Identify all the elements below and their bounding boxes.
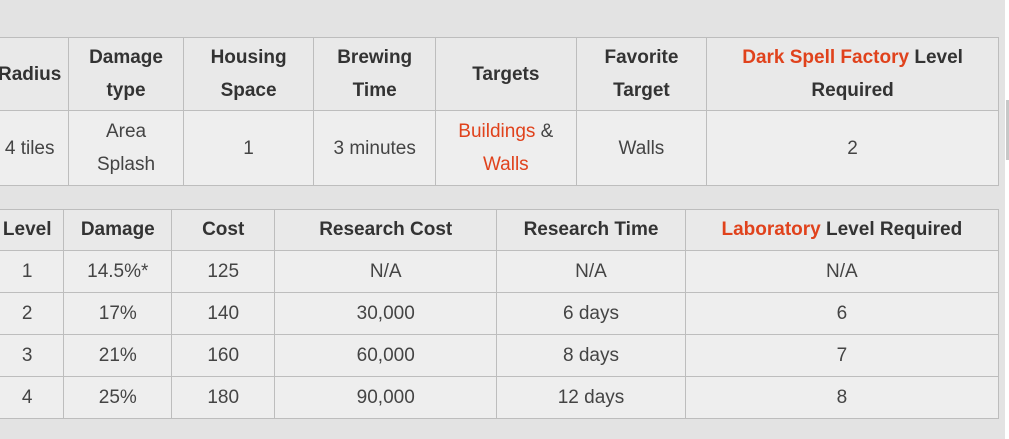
- level-stats-header-row: Level Damage Cost Research Cost Research…: [0, 209, 1000, 251]
- cell-damage: 21%: [63, 334, 173, 377]
- header-level: Level: [0, 209, 65, 251]
- cell-lab-level: 7: [684, 334, 1000, 377]
- buildings-link[interactable]: Buildings: [458, 121, 536, 142]
- scrollbar-thumb[interactable]: [1006, 100, 1009, 160]
- cell-level: 2: [0, 292, 65, 335]
- cell-lab-level: N/A: [684, 250, 1000, 293]
- cell-damage: 25%: [63, 376, 173, 419]
- cell-research-time: N/A: [496, 250, 686, 293]
- table-row: 1 14.5%* 125 N/A N/A N/A: [0, 250, 1000, 293]
- cell-research-time: 12 days: [496, 376, 686, 419]
- cell-cost: 160: [171, 334, 276, 377]
- cell-level: 1: [0, 250, 65, 293]
- cell-factory-level: 2: [706, 110, 999, 186]
- dark-spell-factory-link[interactable]: Dark Spell Factory: [742, 47, 910, 68]
- table-row: 2 17% 140 30,000 6 days 6: [0, 292, 1000, 335]
- header-damage: Damage: [63, 209, 173, 251]
- cell-research-cost: 30,000: [274, 292, 498, 335]
- spell-stats-header-row: Radius Damage type Housing Space Brewing Ti…: [0, 37, 999, 111]
- cell-housing-space: 1: [182, 110, 315, 186]
- header-cost: Cost: [171, 209, 276, 251]
- page-right-edge: [1005, 0, 1009, 439]
- header-housing-space: Housing Space: [182, 37, 315, 111]
- cell-research-cost: 60,000: [274, 334, 498, 377]
- header-brewing-time: Brewing Time: [313, 37, 436, 111]
- cell-favorite-target: Walls: [575, 110, 708, 186]
- cell-lab-level: 8: [684, 376, 1000, 419]
- cell-level: 3: [0, 334, 65, 377]
- cell-cost: 125: [171, 250, 276, 293]
- cell-research-time: 6 days: [496, 292, 686, 335]
- spell-stats-row: 4 tiles Area Splash 1 3 minutes Buildings…: [0, 110, 999, 186]
- cell-radius: 4 tiles: [0, 110, 70, 186]
- cell-cost: 180: [171, 376, 276, 419]
- header-research-cost: Research Cost: [274, 209, 498, 251]
- cell-research-cost: N/A: [274, 250, 498, 293]
- header-lab-level: Laboratory Level Required: [684, 209, 1000, 251]
- cell-lab-level: 6: [684, 292, 1000, 335]
- header-factory-level: Dark Spell Factory Level Required: [706, 37, 999, 111]
- table-row: 4 25% 180 90,000 12 days 8: [0, 376, 1000, 419]
- header-research-time: Research Time: [496, 209, 686, 251]
- cell-damage-type: Area Splash: [68, 110, 184, 186]
- cell-brewing-time: 3 minutes: [313, 110, 436, 186]
- header-targets: Targets: [434, 37, 577, 111]
- spell-stats-table: Radius Damage type Housing Space Brewing Ti…: [0, 37, 999, 186]
- header-damage-type: Damage type: [68, 37, 184, 111]
- table-row: 3 21% 160 60,000 8 days 7: [0, 334, 1000, 377]
- cell-level: 4: [0, 376, 65, 419]
- cell-research-cost: 90,000: [274, 376, 498, 419]
- laboratory-link[interactable]: Laboratory: [721, 219, 821, 240]
- level-stats-table: Level Damage Cost Research Cost Research…: [0, 209, 1000, 419]
- cell-damage: 14.5%*: [63, 250, 173, 293]
- cell-targets: Buildings & Walls: [434, 110, 577, 186]
- header-favorite-target: Favorite Target: [575, 37, 708, 111]
- walls-link[interactable]: Walls: [482, 154, 529, 175]
- cell-damage: 17%: [63, 292, 173, 335]
- cell-research-time: 8 days: [496, 334, 686, 377]
- cell-cost: 140: [171, 292, 276, 335]
- header-radius: Radius: [0, 37, 70, 111]
